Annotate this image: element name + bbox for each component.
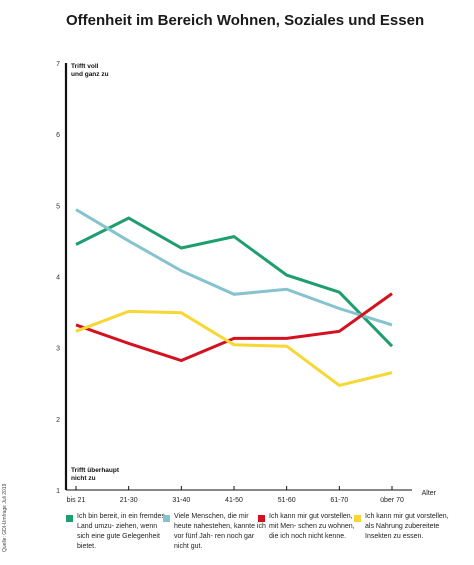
y-tick-label: 3 [56, 346, 60, 353]
x-tick-label: über 70 [380, 497, 404, 504]
y-tick-label: 6 [56, 132, 60, 139]
legend-label-4: Ich kann mir gut vorstellen, als Nahrung… [365, 513, 449, 540]
legend-label-3: Ich kann mir gut vorstellen, mit Men- sc… [269, 513, 355, 540]
legend-swatch-1 [66, 515, 73, 522]
legend-label-2: Viele Menschen, die mir heute nahestehen… [174, 513, 266, 550]
x-tick-label: bis 21 [67, 497, 86, 504]
legend-swatch-4 [354, 515, 361, 522]
x-axis-label: Alter [422, 490, 437, 497]
chart-title: Offenheit im Bereich Wohnen, Soziales un… [66, 12, 425, 29]
legend-swatch-3 [258, 515, 265, 522]
y-axis-top-label: Trifft voll [71, 63, 99, 70]
legend-label-1: Ich bin bereit, in ein fremdes Land umzu… [77, 513, 165, 550]
x-tick-label: 61-70 [330, 497, 348, 504]
series-line-3 [75, 292, 393, 363]
source-note: Quelle: GDI-Umfrage Juli 2019 [2, 483, 8, 552]
y-tick-label: 7 [56, 61, 60, 68]
series-line-1 [75, 216, 394, 348]
y-tick-label: 1 [56, 488, 60, 495]
x-tick-label: 41-50 [225, 497, 243, 504]
x-tick-label: 51-60 [278, 497, 296, 504]
series-line-4 [75, 309, 393, 388]
y-axis-top-label: und ganz zu [71, 71, 109, 78]
y-tick-label: 5 [56, 203, 60, 210]
x-tick-label: 21-30 [120, 497, 138, 504]
x-tick-label: 31-40 [172, 497, 190, 504]
series-line-2 [75, 208, 393, 327]
y-tick-label: 2 [56, 417, 60, 424]
legend-swatch-2 [163, 515, 170, 522]
y-tick-label: 4 [56, 275, 60, 282]
y-axis-bottom-label: nicht zu [71, 475, 96, 482]
y-axis-bottom-label: Trifft überhaupt [71, 467, 120, 474]
